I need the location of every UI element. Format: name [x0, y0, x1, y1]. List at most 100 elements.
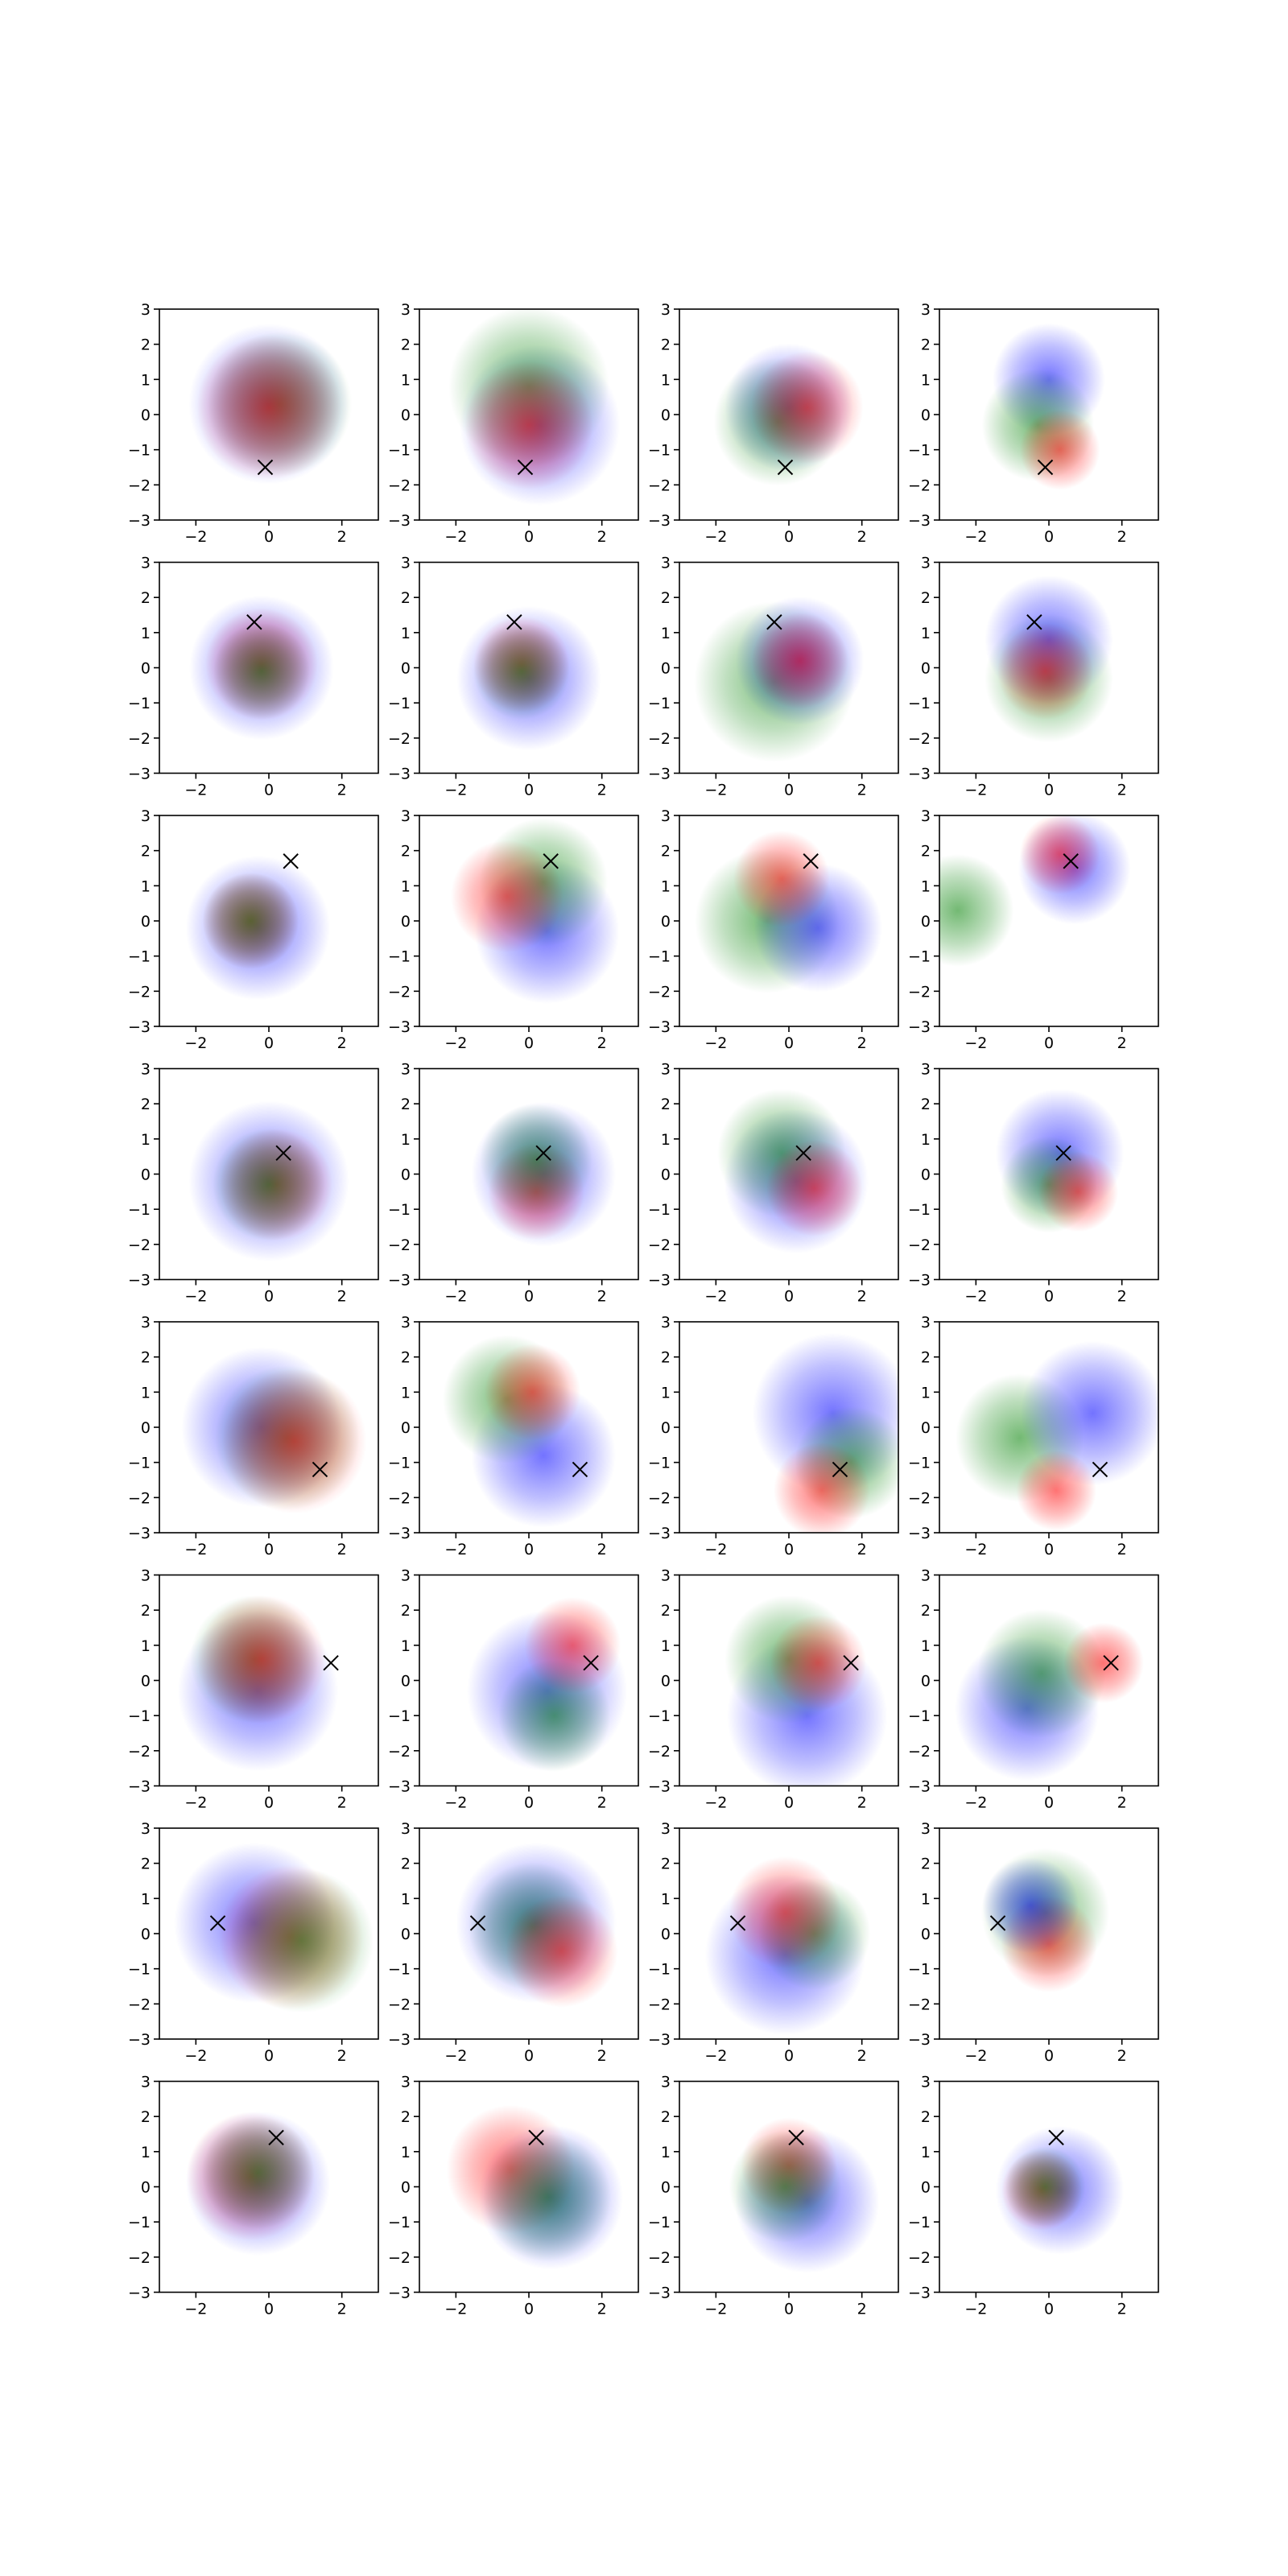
x-marker [729, 1915, 746, 1931]
plot-area [188, 324, 353, 485]
y-tick-label: 0 [401, 407, 411, 424]
point-cluster [213, 623, 310, 720]
x-tick-label: 0 [784, 528, 794, 546]
y-tick-label: −2 [128, 1996, 151, 2013]
y-tick-label: −2 [388, 477, 411, 494]
x-marker-stroke [832, 1461, 848, 1478]
x-tick-label: 2 [857, 2047, 867, 2065]
y-tick-label: 3 [921, 555, 931, 572]
point-cluster [202, 873, 299, 969]
point-cluster [482, 2132, 612, 2262]
x-marker-stroke [246, 614, 262, 630]
y-tick-label: −3 [908, 766, 931, 783]
subplot: −2 0 2 −3 −2 −1 0 1 2 3 [388, 1567, 639, 1812]
y-tick-label: 3 [661, 807, 671, 825]
x-tick-label: 0 [1044, 528, 1054, 546]
x-marker [528, 2129, 544, 2146]
subplot: −2 0 2 −3 −2 −1 0 1 2 3 [648, 2074, 899, 2318]
y-tick-label: 0 [661, 1419, 671, 1437]
x-marker [795, 1145, 811, 1162]
x-marker-stroke [1063, 853, 1079, 869]
y-tick-label: 2 [661, 1096, 671, 1113]
y-tick-label: −2 [908, 730, 931, 748]
y-tick-label: 0 [661, 2179, 671, 2197]
x-tick-label: −2 [964, 1034, 987, 1052]
y-tick-label: 3 [921, 2074, 931, 2091]
y-tick-label: −1 [388, 695, 411, 712]
y-tick-label: −3 [128, 2285, 151, 2302]
x-tick-label: −2 [704, 1288, 727, 1306]
y-tick-label: −1 [908, 1961, 931, 1979]
y-tick-label: −2 [388, 983, 411, 1001]
y-tick-label: 1 [661, 877, 671, 895]
x-tick-label: −2 [444, 1034, 467, 1052]
x-tick-label: −2 [444, 2301, 467, 2318]
x-tick-label: −2 [184, 1541, 207, 1558]
x-marker-stroke [766, 614, 782, 630]
x-tick-label: 2 [857, 1541, 867, 1558]
subplot: −2 0 2 −3 −2 −1 0 1 2 3 [648, 1820, 899, 2065]
y-tick-label: −3 [388, 1272, 411, 1290]
subplot: −2 0 2 −3 −2 −1 0 1 2 3 [908, 2074, 1159, 2318]
y-tick-label: −2 [908, 477, 931, 494]
y-tick-label: 3 [921, 1820, 931, 1838]
point-cluster [1005, 2146, 1086, 2227]
x-tick-label: −2 [444, 1541, 467, 1558]
x-tick-label: 0 [264, 1541, 274, 1558]
x-tick-label: −2 [704, 1541, 727, 1558]
y-tick-label: 2 [921, 1349, 931, 1367]
x-tick-label: 2 [1117, 2301, 1127, 2318]
plot-area [995, 2126, 1125, 2255]
y-tick-label: 2 [921, 843, 931, 861]
y-tick-label: 2 [921, 589, 931, 607]
y-tick-label: −2 [128, 477, 151, 494]
y-tick-label: −3 [388, 766, 411, 783]
x-tick-label: 2 [597, 1794, 607, 1812]
y-tick-label: 3 [141, 1820, 151, 1838]
plot-area [955, 1340, 1158, 1531]
x-tick-label: 2 [597, 782, 607, 799]
x-marker-stroke [989, 1915, 1006, 1931]
x-marker [1026, 614, 1042, 630]
x-marker-stroke [528, 2129, 544, 2146]
y-tick-label: −1 [908, 1201, 931, 1219]
y-tick-label: −1 [648, 1201, 671, 1219]
y-tick-label: −2 [908, 2249, 931, 2267]
x-marker [583, 1654, 599, 1671]
y-tick-label: 3 [661, 1567, 671, 1585]
y-tick-label: 0 [921, 2179, 931, 2197]
y-tick-label: −1 [908, 2214, 931, 2231]
x-marker-stroke [1055, 1145, 1071, 1162]
y-tick-label: 1 [661, 1637, 671, 1655]
x-marker [257, 459, 274, 476]
x-tick-label: 2 [1117, 782, 1127, 799]
x-marker [323, 1654, 339, 1671]
plot-area [188, 1100, 349, 1261]
y-tick-label: −1 [908, 695, 931, 712]
x-tick-label: −2 [184, 1794, 207, 1812]
subplot: −2 0 2 −3 −2 −1 0 1 2 3 [908, 1567, 1159, 1812]
point-cluster [1019, 815, 1100, 894]
y-tick-label: −1 [648, 1707, 671, 1725]
y-tick-label: 2 [401, 1349, 411, 1367]
x-tick-label: 0 [264, 528, 274, 546]
plot-area [185, 2111, 331, 2256]
y-tick-label: 3 [661, 1061, 671, 1079]
y-tick-label: 0 [141, 1926, 151, 1943]
y-tick-label: 2 [921, 1096, 931, 1113]
y-tick-label: −1 [908, 1707, 931, 1725]
plot-area [724, 1595, 888, 1786]
x-tick-label: 2 [337, 528, 347, 546]
subplot: −2 0 2 −3 −2 −1 0 1 2 3 [648, 301, 899, 546]
y-tick-label: −3 [128, 766, 151, 783]
y-tick-label: −3 [388, 1525, 411, 1542]
plot-area [185, 855, 331, 1001]
y-tick-label: 0 [401, 1419, 411, 1437]
plot-area [177, 1595, 339, 1772]
plot-area [174, 1843, 374, 2013]
y-tick-label: 0 [661, 407, 671, 424]
plot-area [466, 1596, 628, 1772]
subplot: −2 0 2 −3 −2 −1 0 1 2 3 [128, 1567, 379, 1812]
x-tick-label: −2 [184, 528, 207, 546]
